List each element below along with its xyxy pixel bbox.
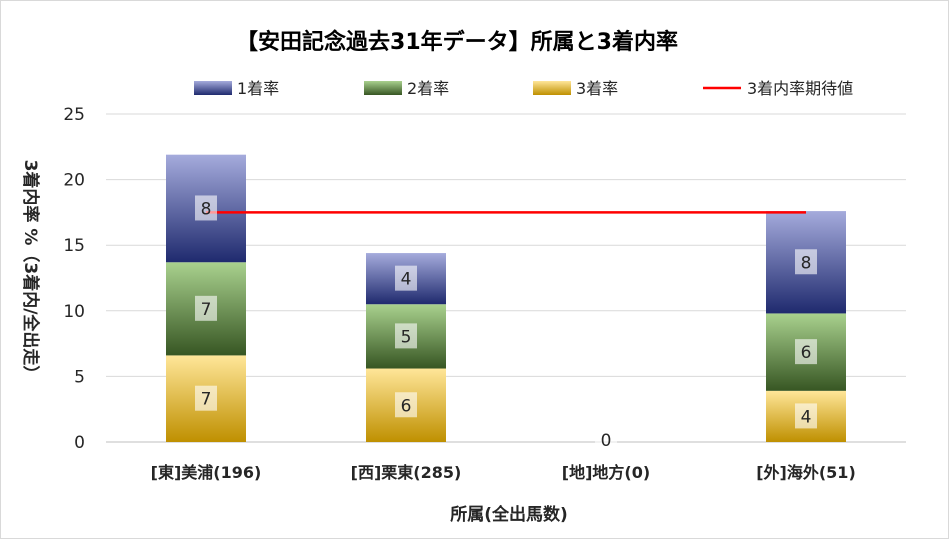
x-axis-title: 所属(全出馬数) — [450, 504, 568, 525]
legend: 1着率 2着率 3着率 3着内率期待値 — [194, 79, 853, 98]
x-category-label: [東]美浦(196) — [151, 463, 262, 482]
data-label-box — [195, 195, 217, 221]
legend-label: 3着内率期待値 — [747, 79, 853, 98]
x-category-label: [地]地方(0) — [562, 463, 650, 482]
data-label: 0 — [601, 431, 612, 451]
data-label: 7 — [201, 300, 212, 320]
y-tick-label: 15 — [63, 236, 85, 256]
data-label-box — [395, 392, 417, 418]
bars — [166, 154, 846, 442]
data-label-box — [595, 427, 617, 452]
x-axis-categories: [東]美浦(196) [西]栗東(285) [地]地方(0) [外]海外(51) — [151, 463, 856, 482]
data-label: 7 — [201, 390, 212, 410]
legend-label: 1着率 — [237, 79, 279, 98]
data-labels: 7 7 8 6 5 4 0 4 6 8 — [195, 195, 817, 452]
legend-label: 3着率 — [576, 79, 618, 98]
chart-title: 【安田記念過去31年データ】所属と3着内率 — [236, 29, 678, 55]
legend-swatch — [194, 81, 232, 95]
y-axis-ticks: 0 5 10 15 20 25 — [63, 105, 85, 453]
legend-swatch — [364, 81, 402, 95]
y-tick-label: 25 — [63, 105, 85, 125]
y-tick-label: 10 — [63, 302, 85, 322]
data-label: 6 — [801, 343, 812, 363]
data-label-box — [795, 339, 817, 365]
data-label: 8 — [801, 253, 812, 273]
x-category-label: [外]海外(51) — [756, 463, 856, 482]
data-label-box — [195, 385, 217, 411]
legend-swatch — [533, 81, 571, 95]
y-tick-label: 0 — [74, 433, 85, 453]
data-label-box — [795, 249, 817, 275]
legend-label: 2着率 — [407, 79, 449, 98]
y-axis-title: 3着内率 %（3着内/全出走） — [20, 160, 41, 383]
data-label: 4 — [401, 270, 412, 290]
data-label-box — [195, 295, 217, 321]
data-label-box — [395, 265, 417, 291]
x-category-label: [西]栗東(285) — [351, 463, 462, 482]
data-label: 4 — [801, 407, 812, 427]
data-label-box — [395, 323, 417, 349]
data-label: 6 — [401, 396, 412, 416]
data-label: 5 — [401, 327, 412, 347]
y-tick-label: 20 — [63, 171, 85, 191]
data-label-box — [795, 403, 817, 429]
y-tick-label: 5 — [74, 367, 85, 387]
data-label: 8 — [201, 199, 212, 219]
